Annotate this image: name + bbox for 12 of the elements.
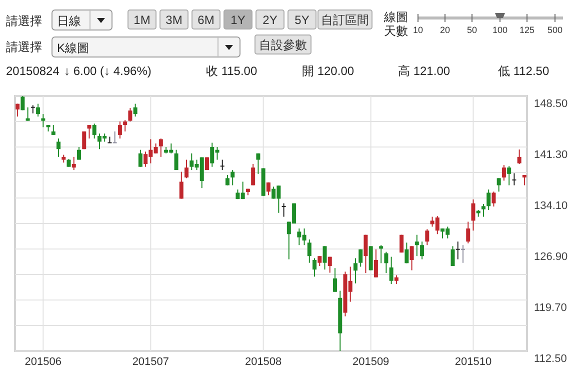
- x-tick-label: 201506: [24, 356, 62, 368]
- y-tick-label: 148.50: [534, 98, 568, 110]
- y-tick-label: 126.90: [534, 251, 568, 263]
- x-tick-label: 201507: [132, 356, 170, 368]
- x-tick-label: 201509: [352, 356, 390, 368]
- y-tick-label: 119.70: [534, 302, 567, 314]
- controls: 請選擇 日線 1M 3M 6M 1Y 2Y 5Y 自訂區間 線圖 天數 10 20 50 100 125 500 請選擇 K線圖 自設參數 20150824 ↓ 6.00 (↓ 4.96%) 收 115.00 開 120.00 高 121.00 低 112.50: [6, 10, 563, 78]
- y-tick-label: 112.50: [534, 353, 567, 365]
- x-tick-label: 201508: [244, 356, 282, 368]
- y-tick-label: 141.30: [534, 149, 568, 161]
- y-tick-label: 134.10: [534, 200, 568, 212]
- x-tick-label: 201510: [454, 356, 492, 368]
